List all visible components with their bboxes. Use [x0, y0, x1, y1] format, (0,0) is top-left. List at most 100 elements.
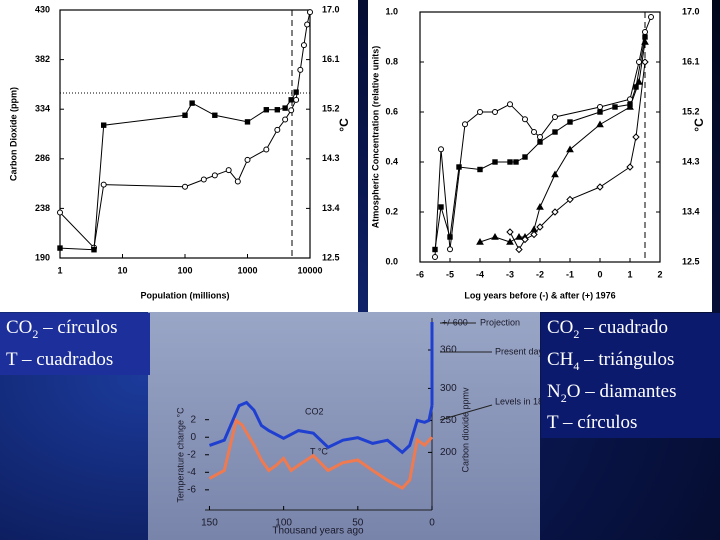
y2-axis-label: Carbon dioxide ppmv — [460, 387, 470, 473]
marker — [635, 77, 643, 85]
caption-line: CO2 – círculos — [6, 315, 144, 347]
y-tick-label: 0.4 — [385, 156, 398, 166]
y2-tick-label: 15.2 — [682, 106, 700, 116]
marker — [636, 59, 642, 65]
chart: 150 100 50 0 2 0 -2 -4 -6 200 250 300 360 Thousand ye… — [175, 317, 553, 536]
caption-text: 2 — [32, 326, 39, 341]
x-tick-label: -2 — [536, 269, 544, 279]
y2-tick-label: 13.4 — [682, 206, 700, 216]
y2-tick-label: 16.1 — [322, 54, 340, 64]
series-line — [59, 11, 311, 249]
series-line — [434, 16, 652, 258]
y-tick-label: 0.2 — [385, 206, 398, 216]
y2-tick-label: 14.3 — [322, 153, 340, 163]
y-tick-label: 0.6 — [385, 106, 398, 116]
x-tick-label: -6 — [416, 269, 424, 279]
marker — [447, 246, 453, 253]
marker — [57, 209, 63, 216]
x-tick-label: 1 — [627, 269, 632, 279]
y-tick-label: 238 — [35, 203, 50, 213]
y-tick-label: 430 — [35, 4, 50, 14]
marker — [597, 104, 603, 110]
marker — [507, 159, 513, 165]
x-tick-label: 10 — [117, 265, 127, 275]
y2-tick-label: 17.0 — [322, 4, 340, 14]
marker — [297, 66, 304, 73]
x-tick-label: 2 — [657, 269, 662, 279]
marker — [597, 109, 603, 115]
marker — [612, 104, 618, 110]
y-tick-label: 0.0 — [385, 256, 398, 266]
marker — [477, 109, 483, 115]
caption-text: 2 — [573, 326, 580, 341]
marker — [462, 121, 468, 128]
marker — [632, 133, 640, 141]
marker — [57, 245, 63, 251]
marker — [552, 129, 558, 135]
y-axis-label: Temperature change °C — [175, 407, 185, 503]
x-tick-label: 100 — [275, 518, 292, 529]
y-tick-label: -6 — [187, 484, 196, 495]
marker — [530, 230, 538, 239]
caption-line: T – cuadrados — [6, 347, 144, 373]
annotation: CO2 — [305, 406, 324, 416]
y-tick-label: -2 — [187, 449, 196, 460]
marker — [244, 119, 251, 125]
y-tick-label: 190 — [35, 252, 50, 262]
caption-text: – círculos — [38, 317, 118, 338]
marker — [244, 156, 251, 163]
marker — [492, 109, 498, 115]
marker — [100, 181, 107, 188]
caption-text: 4 — [573, 358, 580, 373]
caption-text: – cuadrado — [579, 317, 669, 338]
x-tick-label: -1 — [566, 269, 574, 279]
y2-axis-label: °C — [337, 118, 351, 132]
marker — [566, 195, 574, 204]
annotation-arrow — [439, 404, 493, 421]
marker — [438, 146, 444, 153]
marker — [200, 176, 207, 183]
caption-text: T – círculos — [547, 412, 638, 434]
marker — [567, 119, 573, 125]
marker — [282, 105, 288, 111]
x-tick-label: 1000 — [237, 265, 257, 275]
chart: -6 -5 -4 -3 -2 -1 0 1 2 0.0 0.2 0.4 0.6 0.8 1.0 17.0 16.… — [370, 6, 706, 300]
caption-text: N — [547, 380, 561, 402]
marker — [282, 116, 289, 123]
marker — [521, 235, 529, 244]
marker — [506, 228, 514, 236]
marker — [274, 126, 281, 133]
marker — [447, 234, 453, 240]
marker — [274, 107, 281, 113]
marker — [537, 134, 543, 140]
annotation: Projection — [480, 317, 520, 327]
marker — [288, 107, 295, 114]
marker — [596, 120, 604, 128]
marker — [507, 101, 513, 108]
caption-text: – triángulos — [579, 348, 675, 370]
marker — [536, 223, 544, 231]
caption-line: N2O – diamantes — [547, 379, 714, 411]
marker — [648, 14, 654, 20]
marker — [288, 97, 294, 103]
x-axis-label: Population (millions) — [141, 290, 230, 300]
marker — [225, 167, 232, 174]
marker — [492, 159, 498, 165]
marker — [515, 232, 523, 240]
marker — [641, 58, 649, 66]
x-tick-label: 150 — [201, 518, 218, 529]
x-tick-label: -4 — [476, 269, 484, 279]
x-tick-label: 10000 — [297, 265, 322, 275]
marker — [627, 96, 633, 103]
y-tick-label: 2 — [190, 414, 196, 425]
series-line — [208, 418, 434, 490]
x-tick-label: 100 — [177, 265, 192, 275]
y-axis-label: Atmospheric Concentration (relative unit… — [370, 46, 380, 229]
marker — [642, 29, 648, 35]
marker — [522, 116, 528, 123]
y-tick-label: 382 — [35, 54, 50, 64]
y2-tick-label: 14.3 — [682, 156, 700, 166]
caption-box: CO2 – círculos T – cuadrados — [0, 313, 150, 375]
caption-text: T – cuadrados — [6, 348, 114, 370]
marker — [189, 100, 195, 106]
